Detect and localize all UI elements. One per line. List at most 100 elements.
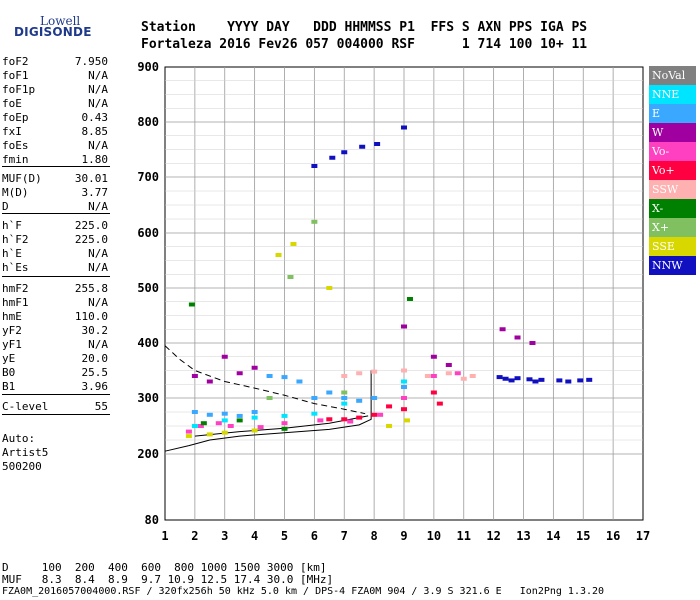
param-value: N/A (88, 338, 108, 351)
echo-point-sse (221, 430, 228, 435)
echo-point-sse (386, 424, 393, 428)
param-value: 1.80 (81, 153, 109, 166)
footer-file-line: FZA0M_2016057004000.RSF / 320fx256h 50 k… (2, 586, 605, 597)
auto-line-l3: 500200 (2, 460, 42, 473)
param-value: 3.96 (81, 380, 109, 393)
param-divider (2, 414, 110, 415)
param-value: N/A (88, 139, 108, 152)
param-name: h`F2 (2, 233, 29, 246)
param-value: 8.85 (81, 125, 109, 138)
param-name: foF2 (2, 55, 29, 68)
param-name: B0 (2, 366, 16, 379)
echo-point-nne (281, 413, 288, 418)
echo-point-vo- (371, 412, 378, 417)
echo-point-nnw (341, 150, 348, 155)
header-values: Fortaleza 2016 Fev26 057 004000 RSF 1 71… (141, 37, 588, 52)
echo-point-nnw (359, 144, 366, 149)
x-tick-label: 12 (486, 529, 500, 543)
footer-muf-line: MUF 8.3 8.4 8.9 9.7 10.9 12.5 17.4 30.0 … (2, 573, 334, 586)
param-value: 7.950 (74, 55, 108, 68)
echo-point-vo- (356, 415, 363, 420)
echo-point-ssw (445, 371, 452, 376)
legend: NoVal NNE E W Vo- Vo+ SSW X- X+ SSE NNW (649, 66, 696, 276)
x-tick-label: 3 (221, 529, 228, 543)
y-tick-label: 80 (145, 513, 159, 527)
param-value: N/A (88, 296, 108, 309)
echo-point-e (221, 411, 228, 416)
echo-point-x- (188, 302, 195, 307)
echo-point-e (266, 374, 273, 378)
profile-line (164, 345, 366, 415)
param-name: D (2, 200, 9, 213)
param-row-muf-d-: MUF(D) 30.01 (2, 172, 108, 186)
y-tick-label: 800 (137, 115, 159, 129)
echo-point-vo- (227, 424, 234, 428)
echo-point-nnw (586, 377, 593, 382)
param-row-fof1p: foF1p N/A (2, 83, 108, 97)
echo-point-vo- (436, 401, 443, 406)
echo-point-w (221, 354, 228, 359)
param-row-yf1: yF1 N/A (2, 338, 108, 352)
param-name: hmE (2, 310, 22, 323)
param-value: N/A (88, 69, 108, 82)
echo-point-nnw (565, 379, 572, 384)
parameters-panel: foF2 7.950 foF1 N/A foF1p N/A foE N/A foEp 0.43 fx… (2, 55, 110, 535)
x-tick-label: 4 (251, 529, 258, 543)
param-value: 25.5 (81, 366, 109, 379)
param-name: h`Es (2, 261, 29, 274)
x-tick-label: 10 (427, 529, 441, 543)
param-row-h-es: h`Es N/A (2, 261, 108, 275)
param-value: 225.0 (74, 219, 108, 232)
y-tick-label: 600 (137, 226, 159, 240)
param-row-c-level: C-level 55 (2, 400, 108, 414)
auto-line-l1: Auto: (2, 432, 36, 445)
echo-point-e (251, 410, 258, 414)
param-row-h-e: h`E N/A (2, 247, 108, 261)
param-row-d: D N/A (2, 200, 108, 214)
echo-point-vo- (430, 390, 437, 395)
param-divider (2, 394, 110, 395)
legend-item-sse: SSE (649, 237, 696, 256)
param-name: M(D) (2, 186, 29, 199)
echo-point-x- (341, 390, 348, 395)
legend-item-ssw: SSW (649, 180, 696, 199)
echo-point-ssw (356, 371, 363, 376)
param-value: 0.43 (81, 111, 109, 124)
param-name: foE (2, 97, 22, 110)
echo-point-nnw (526, 377, 533, 382)
echo-point-vo- (454, 371, 461, 376)
echo-point-vo- (347, 419, 354, 424)
param-divider (2, 276, 110, 277)
legend-item-w: W (649, 123, 696, 142)
echo-point-sse (185, 434, 192, 439)
param-row-fxi: fxI 8.85 (2, 125, 108, 139)
echo-point-nnw (496, 375, 503, 380)
echo-point-e (401, 385, 407, 389)
param-row-foe: foE N/A (2, 97, 108, 111)
echo-point-sse (326, 286, 333, 290)
echo-point-x- (281, 426, 288, 431)
param-row-fof1: foF1 N/A (2, 69, 108, 83)
legend-item-nnw: NNW (649, 256, 696, 275)
param-row-foes: foEs N/A (2, 139, 108, 153)
echo-point-sse (403, 418, 410, 423)
x-tick-label: 15 (576, 529, 590, 543)
echo-point-e (341, 396, 348, 400)
legend-item-x-: X+ (649, 218, 696, 237)
echo-point-nnw (538, 377, 545, 382)
echo-point-ssw (460, 376, 467, 381)
echo-point-e (311, 396, 318, 400)
param-value: 3.77 (81, 186, 109, 199)
x-tick-label: 2 (191, 529, 198, 543)
y-tick-label: 300 (137, 391, 159, 405)
echo-point-vo- (185, 429, 192, 434)
echo-point-nne (311, 411, 318, 416)
x-tick-label: 17 (636, 529, 650, 543)
footer-distance-line: D 100 200 400 600 800 1000 1500 3000 [km… (2, 561, 327, 574)
param-name: foF1p (2, 83, 36, 96)
legend-item-x-: X- (649, 199, 696, 218)
param-name: hmF2 (2, 282, 29, 295)
echo-point-nnw (502, 376, 509, 381)
echo-point-e (296, 379, 303, 384)
